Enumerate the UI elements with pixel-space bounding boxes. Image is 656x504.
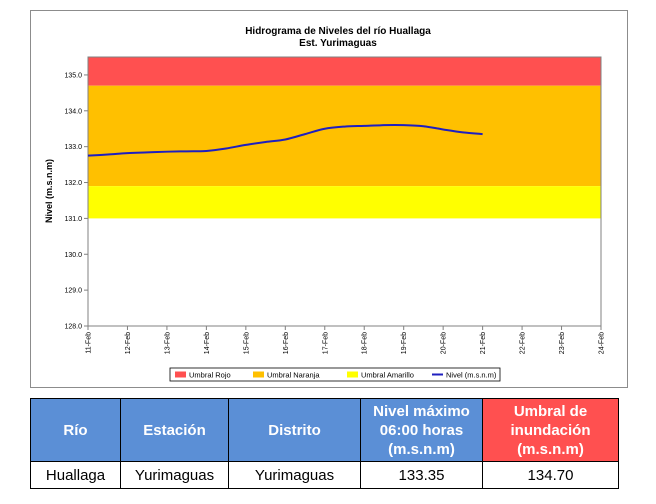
x-tick-label: 18-Feb (362, 332, 369, 354)
y-tick-label: 131.0 (64, 216, 82, 223)
legend-swatch (175, 371, 186, 378)
legend-swatch (347, 371, 358, 378)
legend-label: Nivel (m.s.n.m) (446, 371, 497, 380)
cell-estacion: Yurimaguas (120, 461, 229, 489)
cell-nivel-maximo: 133.35 (360, 461, 483, 489)
x-tick-label: 23-Feb (559, 332, 566, 354)
legend-label: Umbral Rojo (189, 371, 231, 380)
legend-swatch (253, 371, 264, 378)
y-tick-label: 134.0 (64, 108, 82, 115)
x-tick-label: 14-Feb (204, 332, 211, 354)
y-tick-label: 130.0 (64, 252, 82, 259)
plot-border (87, 56, 602, 327)
x-tick-label: 24-Feb (599, 332, 606, 354)
x-tick-label: 12-Feb (125, 332, 132, 354)
y-tick-label: 133.0 (64, 144, 82, 151)
hydrograph-chart: Hidrograma de Niveles del río Huallaga E… (44, 26, 606, 382)
x-tick-label: 17-Feb (322, 332, 329, 354)
header-umbral-inundacion: Umbral de inundación (m.s.n.m) (482, 398, 619, 462)
plot-area: 128.0 129.0 130.0 131.0 132.0 133.0 134.0 135.0… (64, 56, 606, 354)
band-umbral-amarillo (88, 186, 601, 219)
x-tick-label: 19-Feb (401, 332, 408, 354)
x-tick-label: 13-Feb (164, 332, 171, 354)
y-tick-label: 135.0 (64, 72, 82, 79)
y-tick-label: 132.0 (64, 180, 82, 187)
legend-label: Umbral Naranja (267, 371, 320, 380)
header-rio: Río (30, 398, 121, 462)
legend-box (169, 367, 501, 382)
table-row: Huallaga Yurimaguas Yurimaguas 133.35 13… (30, 461, 619, 489)
band-umbral-rojo (88, 57, 601, 86)
x-tick-label: 16-Feb (283, 332, 290, 354)
x-tick-label: 15-Feb (243, 332, 250, 354)
cell-distrito: Yurimaguas (228, 461, 361, 489)
y-tick-label: 128.0 (64, 324, 82, 331)
header-distrito: Distrito (228, 398, 361, 462)
cell-rio: Huallaga (30, 461, 121, 489)
series-line-nivel (87, 124, 483, 157)
cell-umbral-inundacion: 134.70 (482, 461, 619, 489)
header-nivel-maximo: Nivel máximo 06:00 horas (m.s.n.m) (360, 398, 483, 462)
table-header-row: Río Estación Distrito Nivel máximo 06:00… (30, 398, 619, 462)
legend-label: Umbral Amarillo (361, 371, 414, 380)
x-tick-label: 20-Feb (441, 332, 448, 354)
chart-frame: Hidrograma de Niveles del río Huallaga E… (30, 10, 628, 388)
band-umbral-naranja (88, 85, 601, 187)
y-axis-label: Nivel (m.s.n.m) (44, 159, 54, 223)
chart-legend: Umbral Rojo Umbral Naranja Umbral Amarillo… (169, 367, 501, 382)
x-tick-label: 21-Feb (480, 332, 487, 354)
chart-subtitle: Est. Yurimaguas (299, 38, 377, 49)
x-tick-label: 22-Feb (520, 332, 527, 354)
x-tick-label: 11-Feb (86, 332, 93, 354)
station-table: Río Estación Distrito Nivel máximo 06:00… (30, 398, 619, 489)
chart-title: Hidrograma de Niveles del río Huallaga (245, 26, 431, 37)
y-tick-label: 129.0 (64, 288, 82, 295)
header-estacion: Estación (120, 398, 229, 462)
